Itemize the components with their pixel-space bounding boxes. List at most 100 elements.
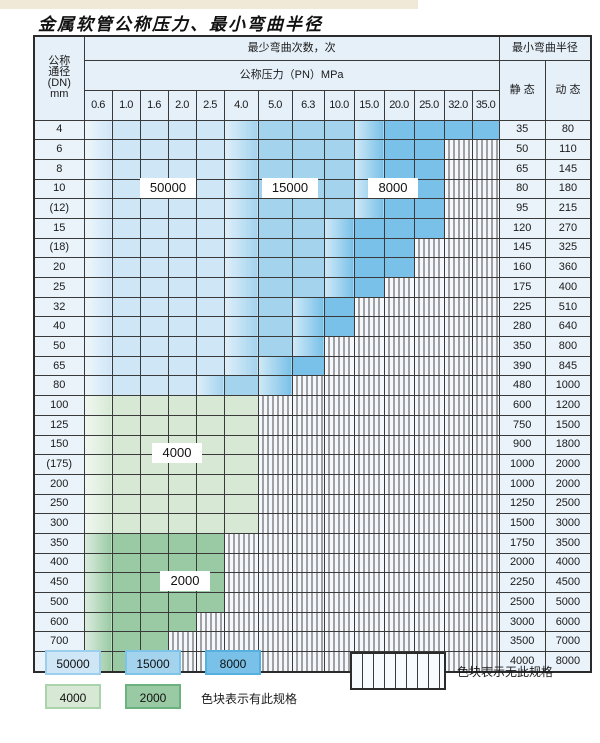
grid-cell-spec — [111, 198, 141, 219]
static-radius-cell: 175 — [498, 277, 546, 298]
grid-cell-spec — [291, 139, 325, 160]
grid-cell-spec — [383, 119, 415, 141]
grid-cell-no-spec — [353, 532, 385, 554]
grid-cell-spec — [323, 178, 355, 200]
grid-cell-spec — [83, 217, 113, 239]
grid-cell-no-spec — [323, 631, 355, 653]
grid-cell-spec — [195, 198, 225, 219]
static-radius-cell: 280 — [498, 316, 546, 338]
grid-cell-spec — [323, 316, 355, 338]
grid-cell-spec — [223, 395, 259, 416]
dynamic-radius-cell: 4500 — [544, 572, 592, 593]
grid-cell-no-spec — [167, 631, 197, 653]
dynamic-radius-cell: 5000 — [544, 592, 592, 613]
dn-cell: 50 — [33, 336, 85, 357]
dn-cell: 350 — [33, 532, 85, 554]
page-top-strip — [0, 0, 418, 9]
grid-cell-no-spec — [471, 651, 500, 673]
grid-cell-spec — [195, 257, 225, 278]
grid-cell-spec — [167, 277, 197, 298]
grid-cell-no-spec — [323, 473, 355, 495]
grid-cell-spec — [167, 355, 197, 377]
grid-cell-spec — [139, 158, 169, 180]
grid-cell-no-spec — [291, 552, 325, 574]
grid-cell-spec — [353, 139, 385, 160]
grid-cell-no-spec — [471, 454, 500, 475]
grid-cell-no-spec — [383, 592, 415, 613]
grid-cell-no-spec — [413, 611, 445, 633]
grid-cell-spec — [257, 277, 293, 298]
bend-count-header: 最少弯曲次数，次 — [83, 35, 500, 61]
grid-cell-no-spec — [471, 277, 500, 298]
grid-cell-spec — [223, 316, 259, 338]
pressure-tick: 20.0 — [383, 89, 415, 121]
grid-cell-no-spec — [471, 375, 500, 397]
grid-cell-spec — [223, 178, 259, 200]
static-radius-cell: 2000 — [498, 552, 546, 574]
static-radius-cell: 65 — [498, 158, 546, 180]
grid-cell-spec — [223, 217, 259, 239]
table-row: 250 1250 2500 — [33, 493, 592, 515]
grid-cell-spec — [195, 552, 225, 574]
grid-cell-spec — [353, 158, 385, 180]
grid-cell-no-spec — [291, 375, 325, 397]
dn-cell: (175) — [33, 454, 85, 475]
grid-cell-no-spec — [323, 375, 355, 397]
dynamic-radius-cell: 1800 — [544, 434, 592, 456]
table-row: 8 65 145 — [33, 158, 592, 180]
grid-cell-no-spec — [195, 611, 225, 633]
pressure-tick: 15.0 — [353, 89, 385, 121]
grid-cell-no-spec — [383, 473, 415, 495]
grid-cell-no-spec — [443, 336, 473, 357]
grid-cell-no-spec — [471, 572, 500, 593]
corner-cell: 公称 通径 (DN) mm — [33, 35, 85, 121]
grid-cell-no-spec — [443, 513, 473, 534]
grid-cell-no-spec — [353, 395, 385, 416]
grid-cell-spec — [223, 355, 259, 377]
static-radius-cell: 600 — [498, 395, 546, 416]
grid-cell-spec — [223, 277, 259, 298]
grid-cell-spec — [323, 277, 355, 298]
grid-cell-no-spec — [383, 631, 415, 653]
grid-cell-no-spec — [471, 414, 500, 436]
grid-cell-spec — [83, 316, 113, 338]
grid-cell-no-spec — [353, 375, 385, 397]
grid-cell-no-spec — [323, 414, 355, 436]
table-row: 80 480 1000 — [33, 375, 592, 397]
grid-cell-spec — [195, 493, 225, 515]
spec-table-wrapper: 公称 通径 (DN) mm 最少弯曲次数，次 最小弯曲半径 公称压力（PN）MPa 静… — [33, 35, 593, 673]
grid-cell-spec — [223, 375, 259, 397]
grid-cell-spec — [413, 217, 445, 239]
grid-cell-no-spec — [353, 631, 385, 653]
table-row: 125 750 1500 — [33, 414, 592, 436]
pressure-tick: 10.0 — [323, 89, 355, 121]
dn-cell: 25 — [33, 277, 85, 298]
grid-cell-spec — [195, 158, 225, 180]
grid-cell-no-spec — [195, 631, 225, 653]
grid-cell-no-spec — [223, 532, 259, 554]
grid-cell-no-spec — [257, 513, 293, 534]
dn-cell: 80 — [33, 375, 85, 397]
grid-cell-no-spec — [383, 336, 415, 357]
grid-cell-no-spec — [383, 493, 415, 515]
grid-cell-spec — [323, 237, 355, 259]
grid-cell-spec — [167, 198, 197, 219]
grid-cell-no-spec — [443, 139, 473, 160]
legend-hatch-swatch — [350, 652, 446, 690]
grid-cell-no-spec — [413, 532, 445, 554]
dynamic-radius-cell: 845 — [544, 355, 592, 377]
grid-cell-spec — [257, 257, 293, 278]
grid-cell-no-spec — [471, 473, 500, 495]
grid-cell-spec — [111, 572, 141, 593]
grid-cell-spec — [195, 139, 225, 160]
grid-cell-spec — [139, 237, 169, 259]
grid-cell-no-spec — [471, 552, 500, 574]
grid-cell-spec — [83, 178, 113, 200]
grid-cell-no-spec — [443, 611, 473, 633]
grid-cell-spec — [111, 414, 141, 436]
grid-cell-spec — [223, 454, 259, 475]
grid-cell-spec — [257, 355, 293, 377]
grid-cell-no-spec — [323, 611, 355, 633]
grid-cell-no-spec — [291, 513, 325, 534]
static-radius-cell: 35 — [498, 119, 546, 141]
